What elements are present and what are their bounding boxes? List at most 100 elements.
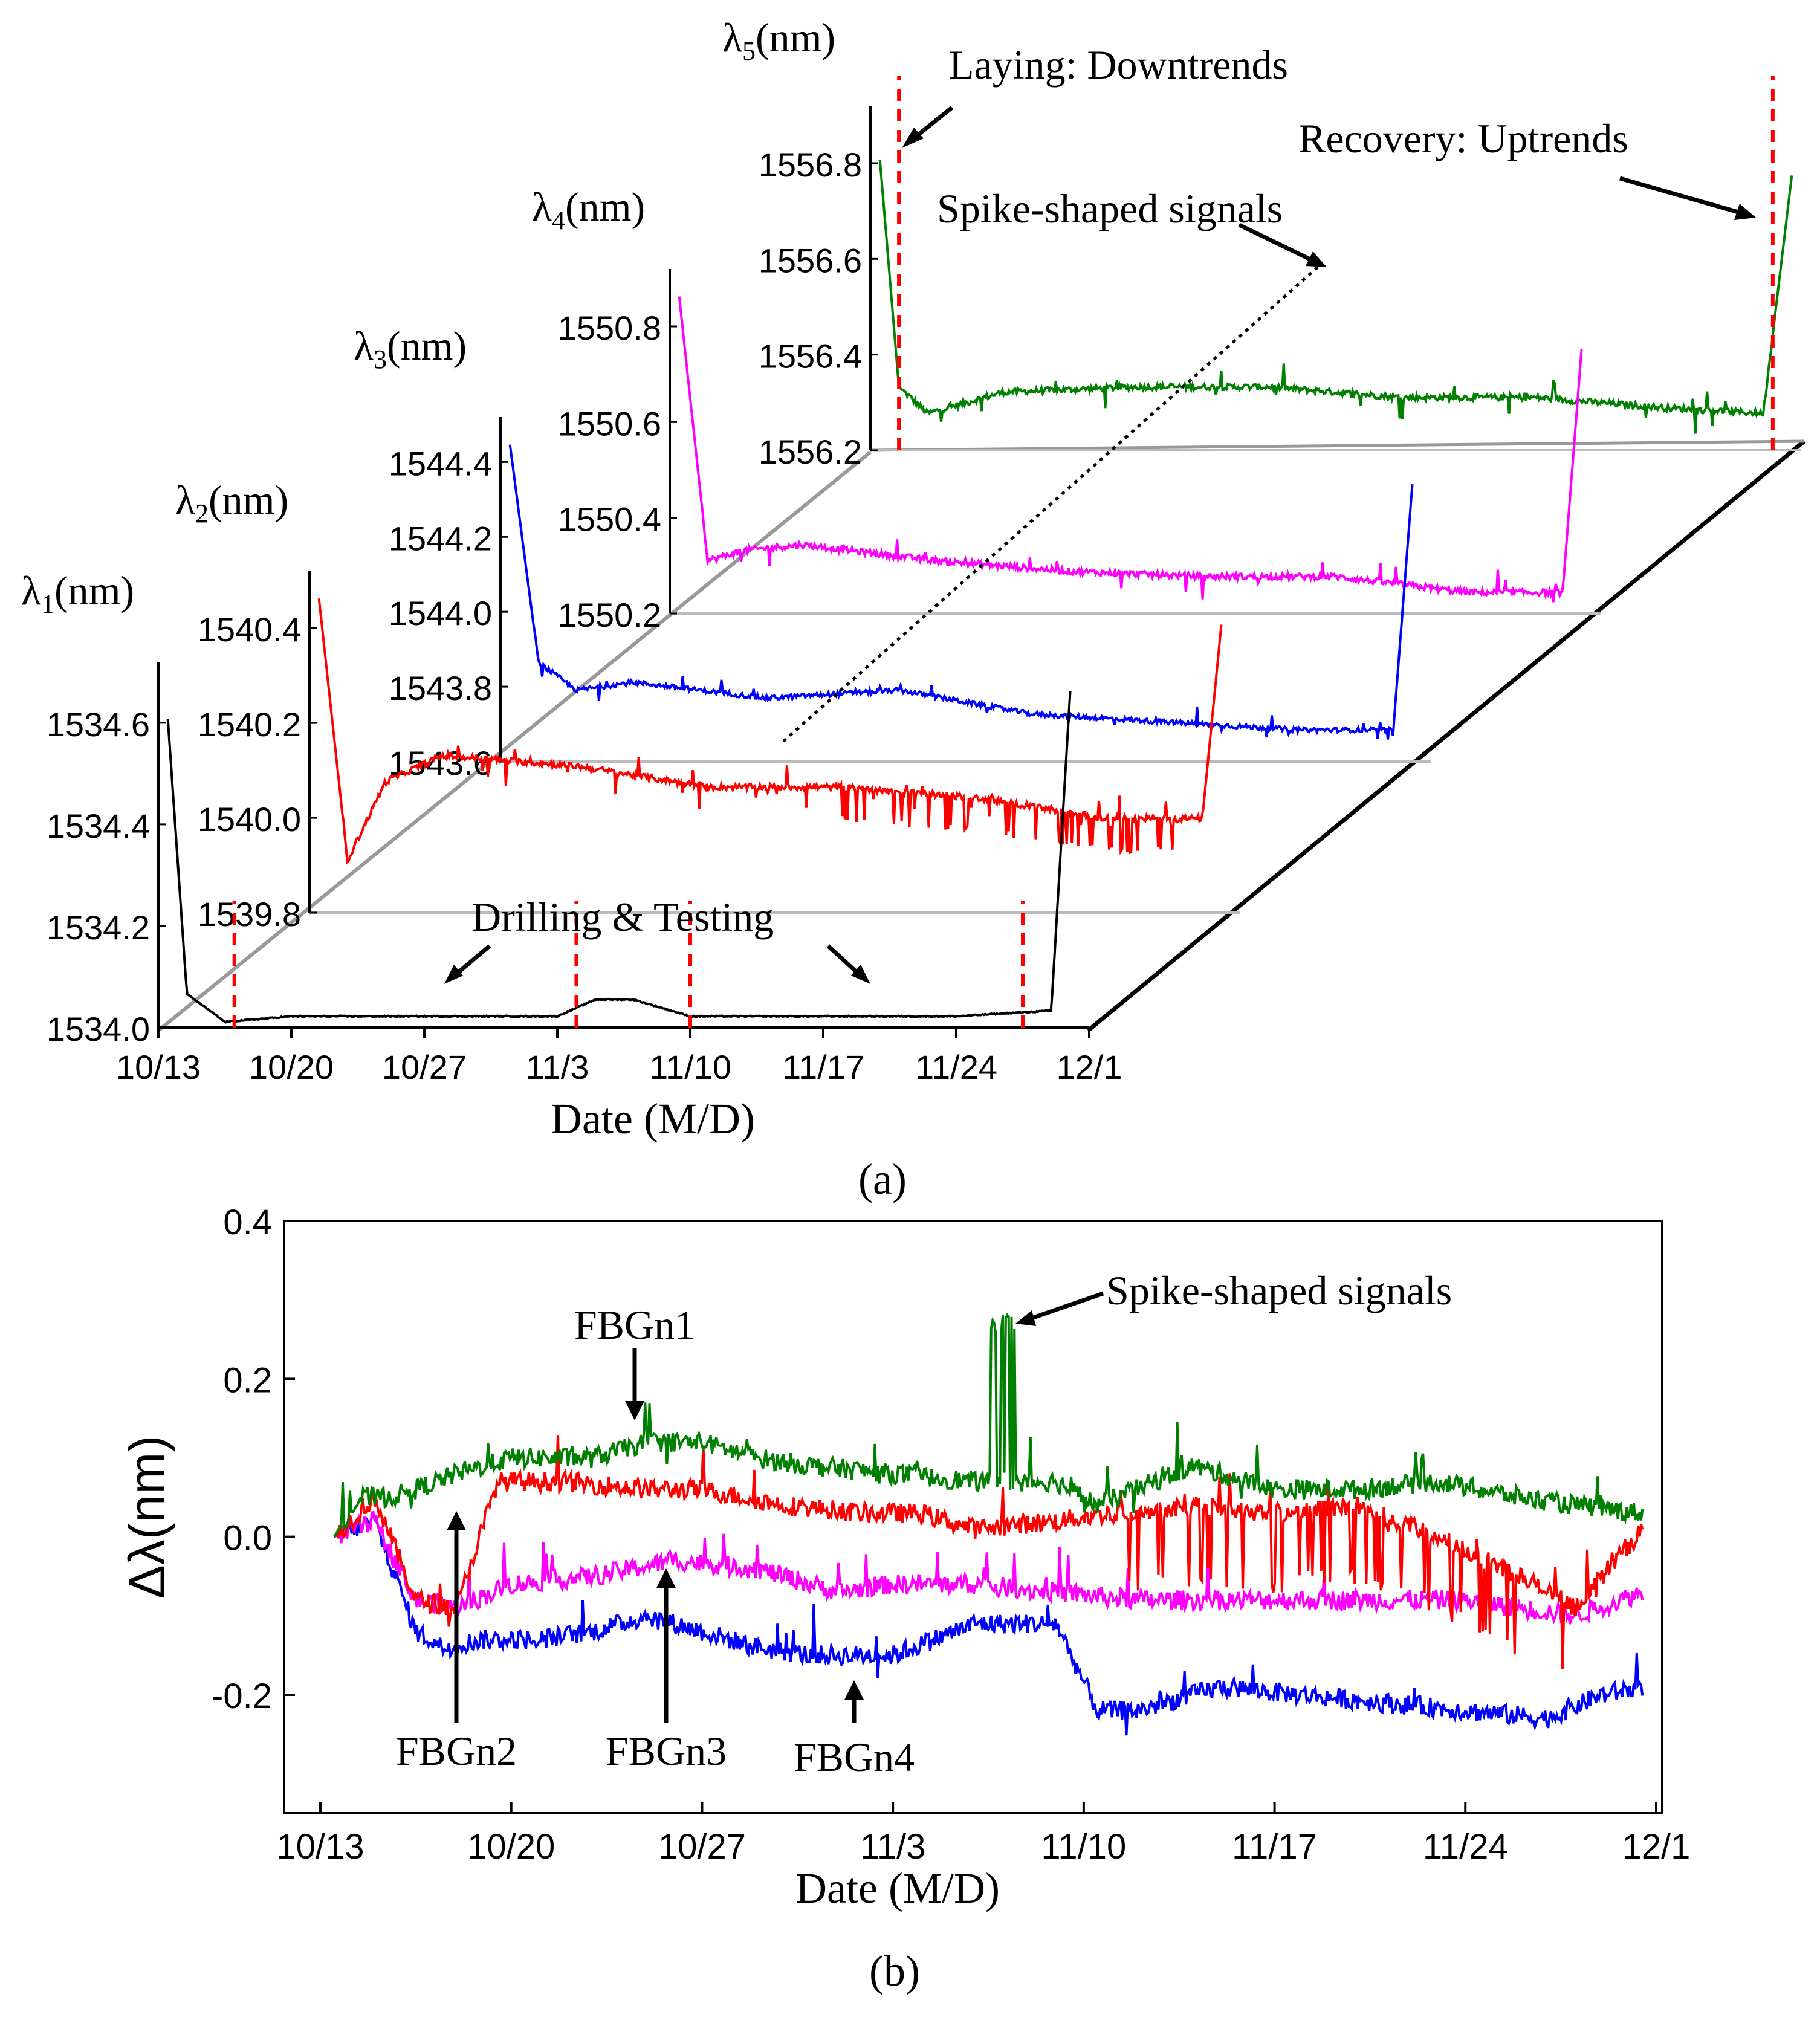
series-line-fbgn3 bbox=[333, 1510, 1644, 1625]
panel-b-xtick-label: 11/17 bbox=[1232, 1827, 1317, 1866]
layer-1-tick-label: 1534.2 bbox=[47, 908, 150, 947]
panel-b-ytick-label: -0.2 bbox=[212, 1677, 272, 1716]
panel-b-xtick-label: 11/10 bbox=[1041, 1827, 1126, 1866]
panel-b-series bbox=[332, 1313, 1644, 1736]
layer-2-ylabel: λ2(nm) bbox=[175, 477, 288, 528]
layer-4: 1550.2 1550.4 1550.6 1550.8 λ4(nm) bbox=[532, 184, 1601, 634]
series-line-lambda4 bbox=[678, 296, 1583, 603]
panel-a-xtick-label: 11/3 bbox=[526, 1048, 589, 1086]
arrowhead-fbgn2 bbox=[447, 1511, 466, 1530]
panel-b-xtick-label: 11/24 bbox=[1423, 1827, 1508, 1866]
annotation-fbgn1: FBGn1 bbox=[574, 1302, 695, 1348]
panel-b-annotations: Spike-shaped signals FBGn1 FBGn2 FBGn3 F… bbox=[396, 1267, 1452, 1780]
series-line-fbgn2 bbox=[333, 1435, 1644, 1669]
panel-b-caption: (b) bbox=[869, 1947, 920, 1995]
layer-4-tick-label: 1550.8 bbox=[558, 309, 661, 347]
layer-5-tick-label: 1556.8 bbox=[759, 146, 862, 184]
layer-2-tick-label: 1540.2 bbox=[198, 705, 301, 743]
panel-a-xtick-label: 11/17 bbox=[782, 1048, 864, 1086]
floor-back-edge bbox=[870, 439, 1805, 452]
layer-2-tick-label: 1539.8 bbox=[198, 895, 301, 933]
panel-b-ytick-label: 0.0 bbox=[223, 1519, 272, 1558]
panel-a-xtick-label: 11/10 bbox=[649, 1048, 731, 1086]
arrow-spike-b bbox=[1023, 1291, 1104, 1323]
spike-alignment-line bbox=[780, 266, 1319, 745]
panel-a-layers: 1556.21556.41556.61556.8λ5(nm)1550.21550… bbox=[21, 15, 1801, 1048]
arrowhead-fbgn1 bbox=[625, 1401, 644, 1420]
series-line-lambda3 bbox=[508, 444, 1414, 740]
arrow-recovery bbox=[1619, 176, 1747, 217]
panel-a-xtick-label: 11/24 bbox=[915, 1048, 997, 1086]
layer-3-ylabel: λ3(nm) bbox=[354, 323, 467, 374]
arrowhead-spike-b bbox=[1015, 1310, 1036, 1326]
annotation-fbgn3: FBGn3 bbox=[606, 1728, 727, 1774]
panel-a-xtick-label: 12/1 bbox=[1057, 1048, 1122, 1086]
annotation-laying: Laying: Downtrends bbox=[949, 42, 1288, 88]
panel-a-xlabel: Date (M/D) bbox=[551, 1095, 755, 1143]
panel-b-ylabel: Δλ(nm) bbox=[118, 1435, 175, 1599]
layer-3-tick-label: 1543.6 bbox=[389, 744, 492, 782]
layer-5-tick-label: 1556.4 bbox=[759, 337, 862, 375]
layer-3-tick-label: 1544.2 bbox=[389, 519, 492, 557]
layer-1-ylabel: λ1(nm) bbox=[21, 568, 134, 619]
layer-1-tick-label: 1534.6 bbox=[47, 705, 150, 743]
annotation-drilling: Drilling & Testing bbox=[471, 894, 774, 940]
floor-front-diagonal bbox=[1086, 439, 1806, 1032]
panel-b: -0.2 0.0 0.2 0.4 10/13 10/20 10/27 11/3 11/10 11/… bbox=[118, 1203, 1690, 1995]
series-line-lambda2 bbox=[317, 598, 1223, 865]
layer-3-tick-label: 1544.0 bbox=[389, 594, 492, 632]
panel-a-annotations: Laying: Downtrends Recovery: Uptrends Sp… bbox=[444, 42, 1756, 984]
panel-a: 1556.21556.41556.61556.8λ5(nm)1550.21550… bbox=[21, 15, 1806, 1203]
annotation-spike-b: Spike-shaped signals bbox=[1106, 1267, 1452, 1313]
arrowhead-fbgn3 bbox=[656, 1568, 676, 1588]
panel-a-caption: (a) bbox=[858, 1155, 907, 1203]
panel-b-axes: -0.2 0.0 0.2 0.4 10/13 10/20 10/27 11/3 11/10 11/… bbox=[212, 1203, 1690, 1866]
panel-b-xlabel: Date (M/D) bbox=[795, 1864, 1000, 1912]
layer-5-ylabel: λ5(nm) bbox=[722, 15, 835, 66]
panel-b-xtick-label: 10/27 bbox=[658, 1827, 746, 1866]
panel-b-xtick-label: 10/20 bbox=[467, 1827, 555, 1866]
layer-4-tick-label: 1550.2 bbox=[558, 596, 661, 634]
arrowhead-fbgn4 bbox=[844, 1680, 864, 1700]
plot-frame bbox=[283, 1220, 1663, 1814]
layer-1: 1534.0 1534.2 1534.4 1534.6 λ1(nm) bbox=[21, 568, 1089, 1048]
layer-3-tick-label: 1543.8 bbox=[389, 669, 492, 707]
arrowhead-drilling-left bbox=[444, 965, 463, 984]
arrowhead-laying bbox=[902, 128, 924, 148]
layer-2-tick-label: 1540.4 bbox=[198, 610, 301, 649]
layer-2-tick-label: 1540.0 bbox=[198, 800, 301, 838]
layer-5-tick-label: 1556.6 bbox=[759, 241, 862, 279]
layer-3-tick-label: 1544.4 bbox=[389, 444, 492, 482]
series-line-fbgn4 bbox=[333, 1513, 1644, 1736]
layer-4-ylabel: λ4(nm) bbox=[532, 184, 645, 235]
arrowhead-recovery bbox=[1734, 204, 1756, 220]
layer-1-tick-label: 1534.4 bbox=[47, 807, 150, 845]
layer-1-tick-label: 1534.0 bbox=[47, 1010, 150, 1048]
annotation-fbgn4: FBGn4 bbox=[794, 1734, 915, 1780]
arrow-spike-a bbox=[1238, 222, 1319, 265]
series-line-lambda5 bbox=[878, 160, 1793, 434]
series-line-fbgn1 bbox=[332, 1313, 1644, 1538]
panel-a-xtick-label: 10/27 bbox=[382, 1048, 467, 1086]
layer-2: 1539.8 1540.0 1540.2 1540.4 λ2(nm) bbox=[175, 477, 1240, 933]
panel-a-front-axis: 10/13 10/20 10/27 11/3 11/10 11/17 11/24 12/1 bbox=[116, 76, 1775, 1086]
layer-4-tick-label: 1550.6 bbox=[558, 404, 661, 442]
layer-3: 1543.6 1543.8 1544.0 1544.2 1544.4 λ3(nm) bbox=[354, 323, 1431, 782]
panel-a-xtick-label: 10/13 bbox=[116, 1048, 201, 1086]
series-line-lambda1 bbox=[166, 691, 1072, 1024]
panel-b-ytick-label: 0.2 bbox=[223, 1361, 272, 1400]
layer-5-tick-label: 1556.2 bbox=[759, 433, 862, 471]
layer-4-tick-label: 1550.4 bbox=[558, 500, 661, 539]
panel-b-ytick-label: 0.4 bbox=[223, 1203, 272, 1242]
panel-a-xtick-label: 10/20 bbox=[249, 1048, 334, 1086]
arrowhead-spike-a bbox=[1306, 251, 1327, 267]
annotation-fbgn2: FBGn2 bbox=[396, 1728, 517, 1774]
annotation-spike-a: Spike-shaped signals bbox=[937, 186, 1283, 231]
panel-b-xtick-label: 12/1 bbox=[1622, 1827, 1691, 1866]
panel-b-xtick-label: 10/13 bbox=[276, 1827, 364, 1866]
arrowhead-drilling-right bbox=[851, 965, 870, 984]
panel-b-xtick-label: 11/3 bbox=[860, 1827, 926, 1866]
layer-5: 1556.2 1556.4 1556.6 1556.8 λ5(nm) bbox=[722, 15, 1801, 471]
annotation-recovery: Recovery: Uptrends bbox=[1298, 115, 1628, 161]
